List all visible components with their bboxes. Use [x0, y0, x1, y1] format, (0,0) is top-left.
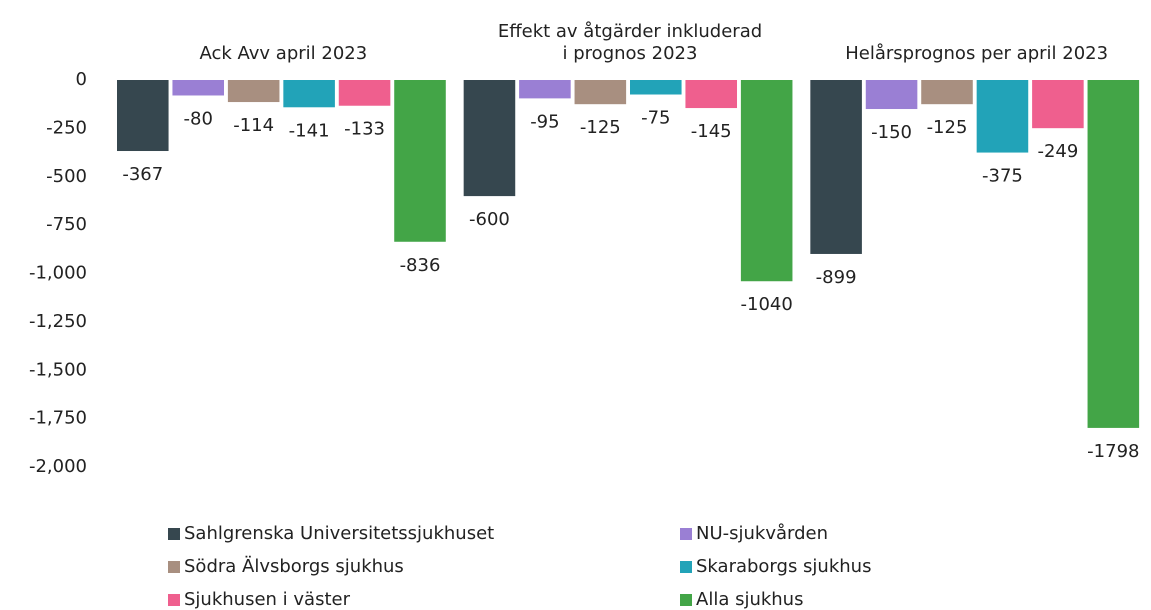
data-label: -75: [641, 108, 670, 129]
bar: [1087, 80, 1140, 428]
category-label: Ack Avv april 2023: [199, 43, 368, 64]
data-label: -141: [289, 120, 330, 141]
data-label: -80: [184, 108, 213, 129]
legend-swatch: [680, 561, 692, 573]
bar: [227, 80, 280, 103]
data-label: -1040: [741, 294, 793, 315]
data-label: -125: [927, 117, 968, 138]
bar: [976, 80, 1029, 153]
y-tick-label: -1,000: [29, 263, 87, 284]
bar: [394, 80, 446, 242]
bar: [117, 80, 169, 152]
legend-label: NU-sjukvården: [696, 523, 828, 544]
data-label: -125: [580, 117, 621, 138]
bar: [685, 80, 738, 109]
legend-swatch: [680, 594, 692, 606]
y-tick-label: -1,500: [29, 359, 87, 380]
bar: [338, 80, 391, 106]
data-label: -899: [816, 267, 857, 288]
bar: [921, 80, 973, 105]
data-label: -249: [1037, 141, 1078, 162]
data-label: -150: [871, 122, 912, 143]
legend-label: Sahlgrenska Universitetssjukhuset: [184, 523, 494, 544]
legend-swatch: [168, 594, 180, 606]
y-tick-label: -500: [46, 166, 87, 187]
category-label: Effekt av åtgärder inkluderad i prognos …: [497, 21, 763, 64]
y-tick-label: -750: [46, 214, 87, 235]
data-label: -145: [691, 121, 732, 142]
legend-swatch: [680, 528, 692, 540]
y-tick-label: -2,000: [29, 456, 87, 477]
bar: [865, 80, 918, 110]
y-tick-label: -1,750: [29, 408, 87, 429]
legend-label: Södra Älvsborgs sjukhus: [184, 556, 404, 577]
legend-swatch: [168, 528, 180, 540]
bar: [630, 80, 682, 95]
bar: [740, 80, 793, 282]
legend-label: Alla sjukhus: [696, 589, 803, 610]
data-label: -114: [233, 115, 274, 136]
bar: [172, 80, 225, 96]
data-label: -1798: [1087, 441, 1139, 462]
bar: [1032, 80, 1084, 129]
data-label: -836: [400, 255, 441, 276]
bar: [519, 80, 571, 99]
legend-swatch: [168, 561, 180, 573]
bar: [810, 80, 862, 254]
y-tick-label: 0: [76, 69, 87, 90]
data-label: -600: [469, 209, 510, 230]
data-label: -367: [122, 164, 163, 185]
legend-label: Skaraborgs sjukhus: [696, 556, 871, 577]
bar: [283, 80, 335, 108]
bar: [574, 80, 627, 105]
legend-label: Sjukhusen i väster: [184, 589, 351, 610]
y-tick-label: -1,250: [29, 311, 87, 332]
data-label: -133: [344, 119, 385, 140]
y-tick-label: -250: [46, 117, 87, 138]
bar: [463, 80, 516, 197]
data-label: -375: [982, 166, 1023, 187]
data-label: -95: [530, 111, 559, 132]
category-label: Helårsprognos per april 2023: [845, 43, 1109, 64]
